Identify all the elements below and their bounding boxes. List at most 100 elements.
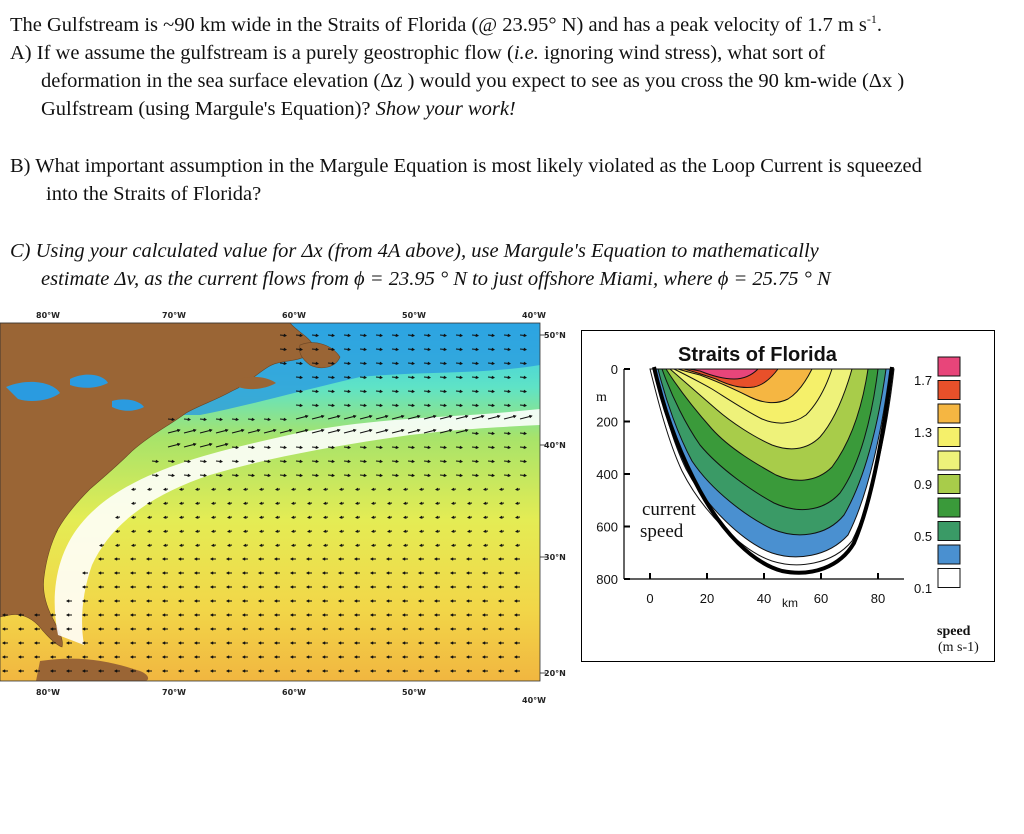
arrow-head xyxy=(513,613,518,617)
arrow-head xyxy=(449,669,454,673)
arrow-head xyxy=(273,571,278,575)
velocity-arrow xyxy=(455,429,468,434)
arrow-head xyxy=(321,585,326,589)
arrow-head xyxy=(321,557,326,561)
arrow-head xyxy=(491,389,496,394)
arrow-head xyxy=(497,571,502,575)
arrow-head xyxy=(337,641,342,645)
arrow-head xyxy=(145,557,150,561)
arrow-head xyxy=(497,613,502,617)
arrow-head xyxy=(427,333,432,338)
arrow-head xyxy=(513,655,518,659)
arrow-head xyxy=(251,473,256,478)
arrow-head xyxy=(449,599,454,603)
arrow-head xyxy=(363,473,368,478)
arrow-head xyxy=(451,529,455,533)
velocity-arrow xyxy=(199,443,212,448)
part-a-text-1-end: ignoring wind stress), what sort of xyxy=(538,42,826,64)
arrow-head xyxy=(321,641,326,645)
arrow-head xyxy=(449,613,454,617)
arrow-head xyxy=(433,414,437,419)
arrow-head xyxy=(177,669,182,673)
velocity-arrow xyxy=(439,429,452,434)
arrow-head xyxy=(467,543,471,547)
arrow-head xyxy=(395,347,400,352)
arrow-head xyxy=(33,641,38,645)
arrow-head xyxy=(275,543,279,547)
arrow-head xyxy=(371,487,375,491)
arrow-head xyxy=(145,585,150,589)
arrow-head xyxy=(33,627,38,631)
arrow-head xyxy=(305,669,310,673)
arrow-head xyxy=(451,487,455,491)
arrow-head xyxy=(339,515,343,519)
arrow-head xyxy=(289,613,294,617)
arrow-head xyxy=(491,473,496,478)
arrow-head xyxy=(243,529,247,533)
arrow-head xyxy=(353,557,358,561)
arrow-head xyxy=(299,473,304,478)
arrow-head xyxy=(129,655,134,659)
arrow-head xyxy=(363,333,368,338)
velocity-arrow xyxy=(375,429,388,434)
arrow-head xyxy=(113,585,118,589)
arrow-head xyxy=(491,361,496,366)
arrow-head xyxy=(225,655,230,659)
arrow-head xyxy=(449,641,454,645)
arrow-head xyxy=(195,543,199,547)
arrow-head xyxy=(337,585,342,589)
arrow-head xyxy=(475,347,480,352)
arrow-head xyxy=(33,655,38,659)
arrow-head xyxy=(49,627,54,631)
arrow-head xyxy=(465,557,470,561)
arrow-head xyxy=(163,529,167,533)
arrow-head xyxy=(241,585,246,589)
arrow-head xyxy=(17,641,22,645)
depth-tick-label: 0 xyxy=(611,362,618,377)
arrow-head xyxy=(81,613,86,617)
arrow-head xyxy=(523,361,528,366)
part-a-line-2: deformation in the sea surface elevation… xyxy=(41,70,905,92)
arrow-head xyxy=(321,599,326,603)
arrow-head xyxy=(379,361,384,366)
arrow-head xyxy=(243,543,247,547)
arrow-head xyxy=(331,361,336,366)
arrow-head xyxy=(97,571,102,575)
part-c-line-1: C) Using your calculated value for Δx (f… xyxy=(10,240,819,262)
arrow-head xyxy=(33,669,38,673)
arrow-head xyxy=(211,529,215,533)
legend-value: 0.5 xyxy=(914,529,932,544)
arrow-head xyxy=(385,585,390,589)
arrow-head xyxy=(177,655,182,659)
arrow-head xyxy=(371,515,375,519)
arrow-head xyxy=(193,442,197,447)
arrow-head xyxy=(129,599,134,603)
arrow-head xyxy=(481,627,486,631)
arrow-head xyxy=(283,473,288,478)
arrow-head xyxy=(401,641,406,645)
arrow-head xyxy=(515,501,519,505)
arrow-head xyxy=(273,599,278,603)
depth-unit: m xyxy=(596,390,607,405)
arrow-head xyxy=(241,428,245,433)
arrow-head xyxy=(337,571,342,575)
arrow-head xyxy=(433,585,438,589)
arrow-head xyxy=(115,529,119,533)
arrow-head xyxy=(467,487,471,491)
velocity-arrow xyxy=(503,415,516,420)
arrow-head xyxy=(353,669,358,673)
arrow-head xyxy=(523,445,528,450)
arrow-head xyxy=(331,375,336,380)
arrow-head xyxy=(187,459,192,464)
arrow-head xyxy=(1,613,6,617)
arrow-head xyxy=(417,557,422,561)
arrow-head xyxy=(449,557,454,561)
arrow-head xyxy=(449,414,453,419)
arrow-head xyxy=(81,599,86,603)
arrow-head xyxy=(259,487,263,491)
arrow-head xyxy=(193,428,197,433)
intro-superscript: -1 xyxy=(866,12,877,27)
arrow-head xyxy=(161,599,166,603)
arrow-head xyxy=(177,627,182,631)
legend-value: 1.7 xyxy=(914,373,932,388)
